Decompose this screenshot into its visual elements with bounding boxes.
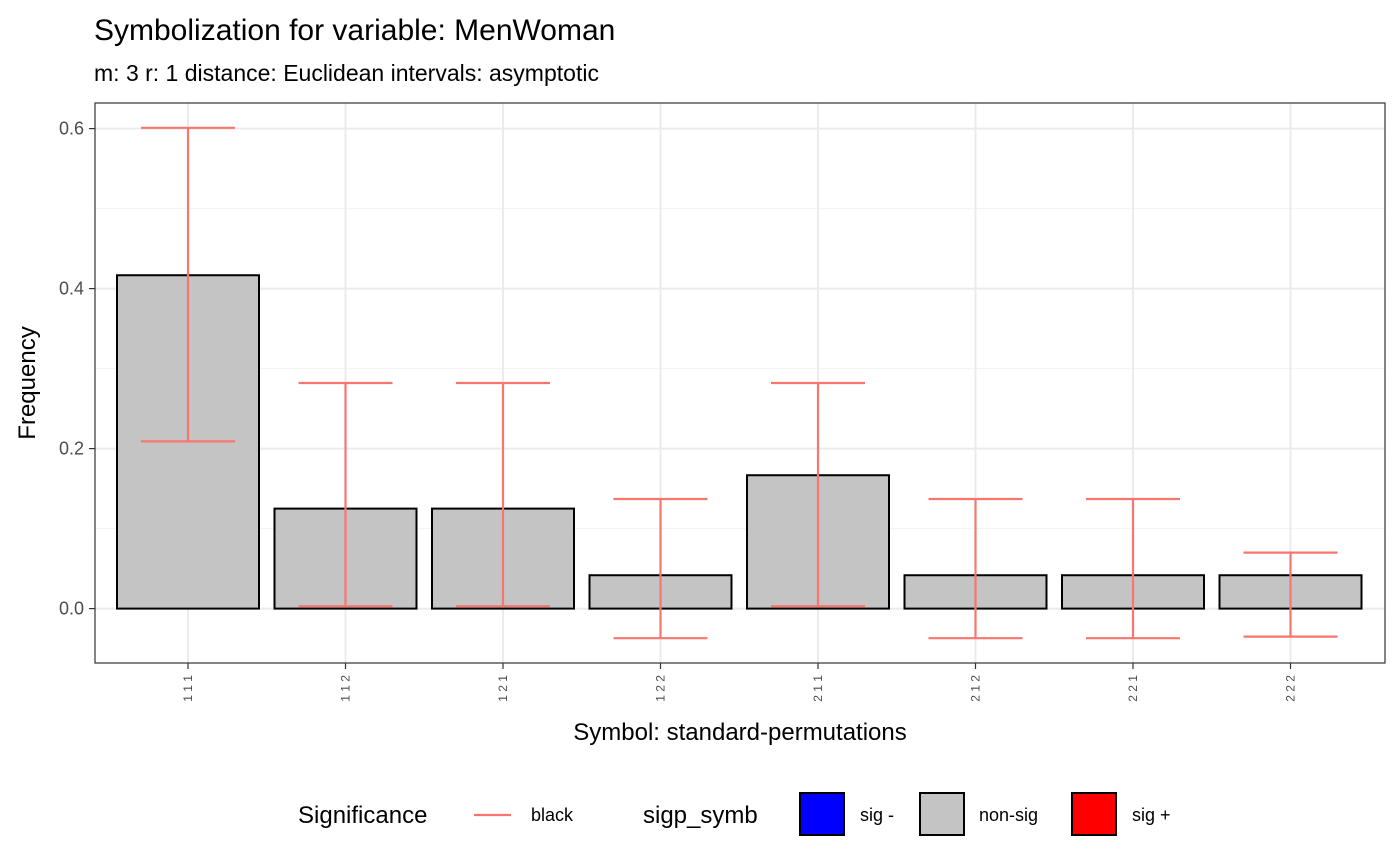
legend-sig-plus-key [1071,792,1117,836]
legend-non-sig-key [919,792,965,836]
legend-sigp-title: sigp_symb [643,802,758,829]
legend-sig-plus-label: sig + [1132,805,1171,825]
error-bar-7 [1086,497,1180,640]
x-tick-label: 1 2 2 [654,675,668,702]
error-bar-1 [141,126,235,443]
error-bars [141,126,1338,640]
error-bar-6 [928,497,1023,640]
plot-border [94,102,1386,664]
x-tick-label: 2 2 1 [1126,675,1140,702]
legend: Significance black sigp_symb sig - non-s… [298,792,1171,836]
bars [116,274,1363,610]
legend-significance-title: Significance [298,802,427,829]
legend-sig-minus-key [799,792,845,836]
error-bar-2 [298,381,393,608]
x-tick-label: 1 2 1 [496,675,510,702]
y-tick-label: 0.6 [59,119,84,139]
x-tick-label: 1 1 1 [181,675,195,702]
x-tick-label: 2 1 2 [969,675,983,702]
x-axis-title: Symbol: standard-permutations [573,719,907,746]
y-tick-label: 0.4 [59,279,84,299]
legend-sig-minus-label: sig - [860,805,894,825]
x-tick-label: 2 2 2 [1284,675,1298,702]
x-tick-label: 1 1 2 [339,675,353,702]
chart-subtitle: m: 3 r: 1 distance: Euclidean intervals:… [94,60,599,86]
y-axis-title: Frequency [14,326,41,439]
legend-significance-label: black [531,805,574,825]
y-tick-label: 0.2 [59,439,84,459]
legend-non-sig-label: non-sig [979,805,1038,825]
error-bar-3 [456,381,550,608]
chart-title: Symbolization for variable: MenWoman [94,14,615,47]
x-axis-ticks: 1 1 1 1 1 2 1 2 1 1 2 2 2 1 1 2 1 2 2 2 1 2 2 2 [181,663,1298,702]
x-tick-label: 2 1 1 [811,675,825,702]
y-axis-ticks: 0.0 0.2 0.4 0.6 [59,119,95,619]
error-bar-8 [1243,551,1338,638]
error-bar-4 [613,497,708,640]
y-tick-label: 0.0 [59,599,84,619]
error-bar-5 [771,381,865,608]
